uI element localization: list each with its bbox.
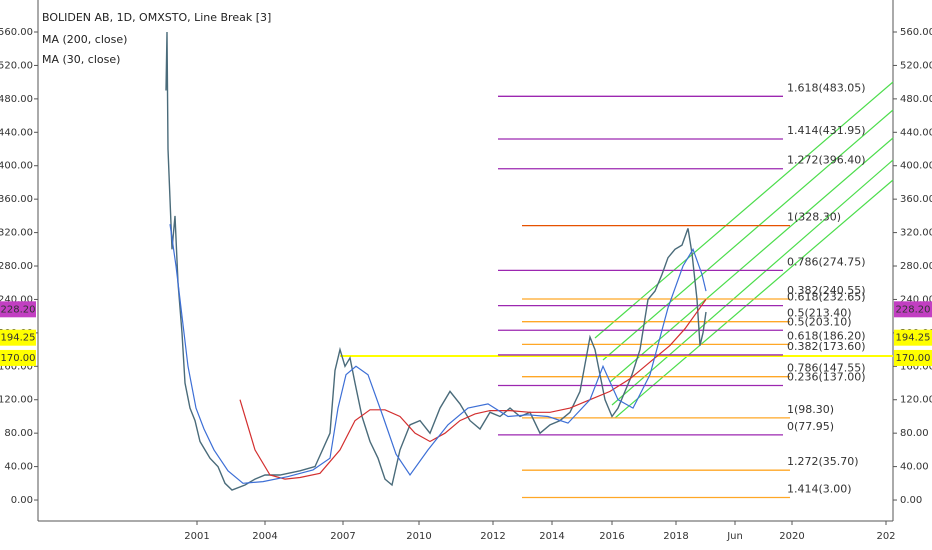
y-tick-label: 480.00 <box>0 94 33 105</box>
fib-label: 1.272(396.40) <box>787 154 866 167</box>
fib-label: 1(328.30) <box>787 211 841 224</box>
y-tick-label: 360.00 <box>0 194 33 205</box>
legend-entry: MA (30, close) <box>42 53 120 66</box>
fib-label: 0.5(203.10) <box>787 315 852 328</box>
series-line <box>169 224 707 484</box>
y-tick-label: 80.00 <box>4 428 33 439</box>
x-tick-label: 2020 <box>779 531 804 542</box>
y-tick-label: 80.00 <box>900 428 929 439</box>
price-tag <box>0 301 36 318</box>
parallel-channel <box>594 81 894 419</box>
y-tick-label: 440.00 <box>900 127 932 138</box>
price-tag <box>894 349 932 366</box>
fib-label: 0(77.95) <box>787 420 834 433</box>
fib-label: 1.414(431.95) <box>787 124 866 137</box>
price-tag-label: 194.25 <box>1 333 36 344</box>
x-tick-label: Jun <box>726 531 743 542</box>
y-tick-label: 400.00 <box>900 161 932 172</box>
x-tick-label: 2012 <box>480 531 505 542</box>
fib-label: 0.618(232.65) <box>787 291 866 304</box>
chart-title: BOLIDEN AB, 1D, OMXSTO, Line Break [3] <box>42 11 271 24</box>
x-tick-label: 2016 <box>599 531 624 542</box>
fib-label: 1.618(483.05) <box>787 81 866 94</box>
y-tick-label: 320.00 <box>0 228 33 239</box>
fib-label: 1.414(3.00) <box>787 483 852 496</box>
x-tick-label: 2004 <box>252 531 277 542</box>
y-tick-label: 360.00 <box>900 194 932 205</box>
y-tick-label: 120.00 <box>0 395 33 406</box>
fib-label: 0.786(274.75) <box>787 255 866 268</box>
fib-label: 1(98.30) <box>787 403 834 416</box>
price-tag <box>894 329 932 346</box>
x-tick-label: 2014 <box>539 531 564 542</box>
price-tag <box>0 349 36 366</box>
y-tick-label: 160.00 <box>0 361 33 372</box>
x-tick-label: 2007 <box>330 531 355 542</box>
price-tag-label: 170.00 <box>1 353 36 364</box>
y-tick-label: 240.00 <box>900 294 932 305</box>
price-tag-label: 228.20 <box>896 304 931 315</box>
y-tick-label: 280.00 <box>900 261 932 272</box>
y-tick-label: 560.00 <box>0 27 33 38</box>
y-tick-label: 280.00 <box>0 261 33 272</box>
price-tag <box>0 329 36 346</box>
price-tag <box>894 301 932 318</box>
y-tick-label: 240.00 <box>0 294 33 305</box>
x-tick-label: 2010 <box>406 531 431 542</box>
x-tick-label: 202 <box>876 531 895 542</box>
price-tag-label: 194.25 <box>896 333 931 344</box>
y-tick-label: 40.00 <box>900 462 929 473</box>
fib-label: 0.5(213.40) <box>787 307 852 320</box>
y-tick-label: 520.00 <box>900 60 932 71</box>
series-line <box>239 299 707 480</box>
y-tick-label: 0.00 <box>900 495 922 506</box>
x-tick-label: 2001 <box>184 531 209 542</box>
y-tick-label: 560.00 <box>900 27 932 38</box>
x-tick-label: 2018 <box>663 531 688 542</box>
y-tick-label: 520.00 <box>0 60 33 71</box>
legend-entry: MA (200, close) <box>42 33 127 46</box>
fib-label: 0.786(147.55) <box>787 362 866 375</box>
fib-label: 0.618(186.20) <box>787 329 866 342</box>
y-tick-label: 400.00 <box>0 161 33 172</box>
fib-label: 0.382(240.55) <box>787 284 866 297</box>
price-tag-label: 228.20 <box>1 304 36 315</box>
price-tag-label: 170.00 <box>896 353 931 364</box>
fib-label: 0.382(173.60) <box>787 340 866 353</box>
y-tick-label: 440.00 <box>0 127 33 138</box>
series-line <box>165 31 707 491</box>
y-tick-label: 320.00 <box>900 228 932 239</box>
fib-label: 1.272(35.70) <box>787 455 859 468</box>
y-tick-label: 0.00 <box>11 495 33 506</box>
y-tick-label: 160.00 <box>900 361 932 372</box>
plot: 0.00 0.00 40.00 40.00 80.00 80.00 120.00 120.00… <box>0 27 932 542</box>
fib-label: 0.236(137.00) <box>787 371 866 384</box>
y-tick-label: 120.00 <box>900 395 932 406</box>
y-tick-label: 480.00 <box>900 94 932 105</box>
y-tick-label: 40.00 <box>4 462 33 473</box>
